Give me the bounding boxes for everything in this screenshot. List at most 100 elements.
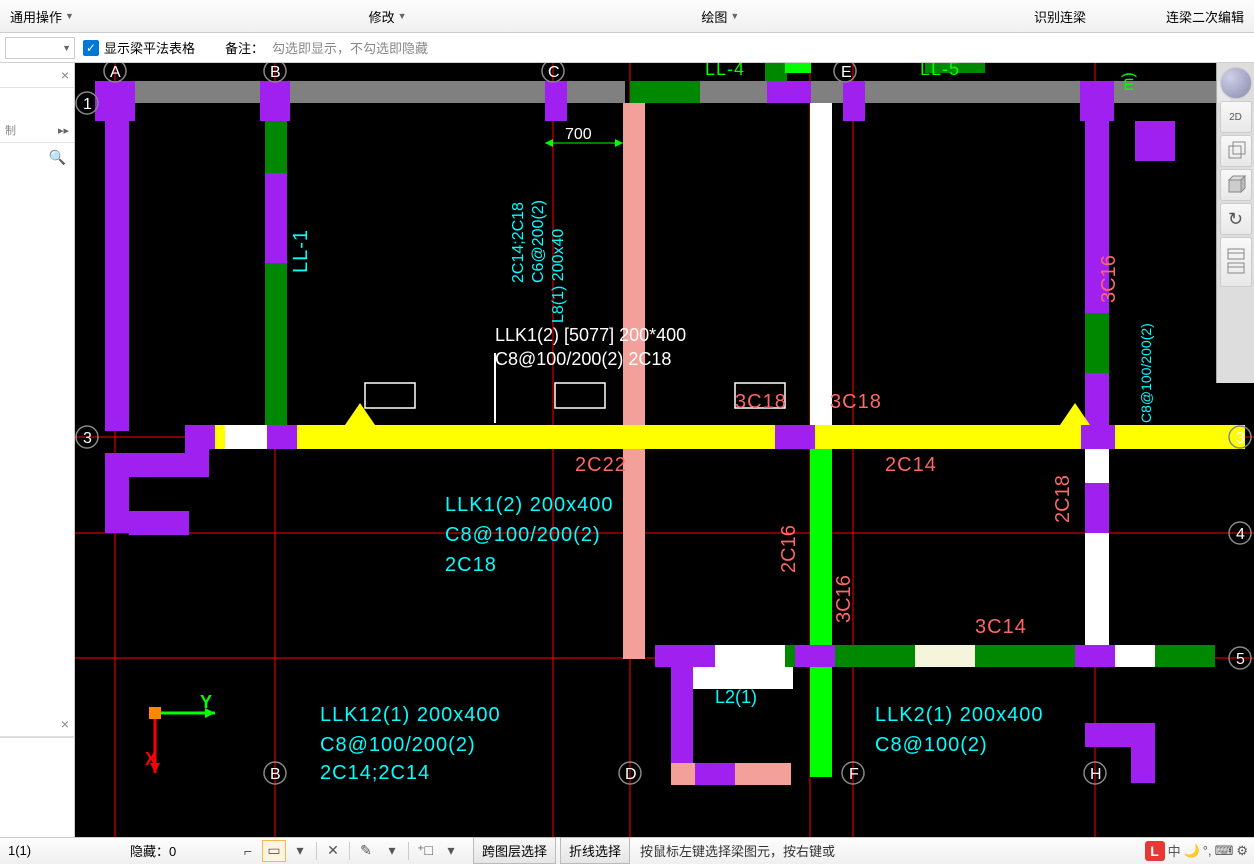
menu-label: 识别连梁 [1034, 7, 1086, 26]
menu-label: 绘图 [701, 7, 727, 26]
close-icon[interactable]: × [61, 67, 69, 83]
r2c22: 2C22 [575, 454, 627, 476]
axis-bubble-B: B [264, 63, 286, 82]
polyline-select-button[interactable]: 折线选择 [560, 837, 630, 864]
view-properties-button[interactable] [1220, 237, 1252, 287]
cross-layer-select-button[interactable]: 跨图层选择 [473, 837, 556, 864]
checkbox-label: 显示梁平法表格 [104, 38, 195, 57]
panel-properties[interactable] [0, 737, 74, 837]
menu-draw[interactable]: 绘图▼ [691, 1, 749, 32]
svg-text:B: B [270, 64, 281, 81]
llk1-1: LLK1(2) 200x400 [445, 494, 613, 516]
panel-tree-body[interactable] [0, 171, 74, 712]
c8-100-200: C8@100/200(2) [1138, 323, 1154, 423]
panel-2-header: 制 ▸▸ [0, 118, 74, 143]
close-icon[interactable]: × [61, 716, 69, 732]
edit-pencil-button[interactable]: ✎ [354, 840, 378, 862]
axis-bubble-Fb: F [842, 762, 864, 784]
svg-text:B: B [270, 766, 281, 783]
ime-indicator: L 中 🌙 °, ⌨ ⚙ [1145, 841, 1254, 861]
move-button[interactable]: ⁺□ [413, 840, 437, 862]
top-toolbar: 通用操作▼ 修改▼ 绘图▼ 识别连梁 连梁二次编辑 [0, 0, 1254, 33]
status-hidden: 隐藏：0 [100, 841, 230, 860]
ime-punct-icon[interactable]: °, [1203, 843, 1212, 858]
r2c16: 2C16 [778, 525, 800, 573]
note-text: 勾选即显示，不勾选即隐藏 [272, 38, 428, 57]
r2c18: 2C18 [1052, 475, 1074, 523]
snap-dropdown[interactable]: ▾ [288, 840, 312, 862]
beam-label-main-1: LLK1(2) [5077] 200*400 [495, 325, 686, 345]
axis-bubble-A: A [104, 63, 126, 82]
ime-logo-icon[interactable]: L [1145, 841, 1165, 861]
ime-lang[interactable]: 中 [1168, 841, 1181, 860]
view-cube-wire-button[interactable] [1220, 135, 1252, 167]
snap-endpoint-button[interactable]: ⌐ [236, 840, 260, 862]
view-tools-strip: 2D ↻ [1216, 63, 1254, 383]
r3c16-1: 3C16 [833, 575, 855, 623]
view-globe-button[interactable] [1220, 67, 1252, 99]
svg-text:H: H [1090, 766, 1102, 783]
menu-label: 通用操作 [10, 7, 62, 26]
cad-svg: 700 A B C E 1 3 3 4 5 B D F H LLK1(2) [5… [75, 63, 1254, 837]
layer-dropdown[interactable]: ▼ [5, 37, 75, 59]
main-area: × 制 ▸▸ 🔍 × [0, 63, 1254, 837]
svg-text:D: D [625, 766, 637, 783]
ime-moon-icon[interactable]: 🌙 [1184, 843, 1200, 859]
llk12-2: C8@100/200(2) [320, 734, 476, 756]
svg-text:X: X [145, 749, 157, 769]
llk12-1: LLK12(1) 200x400 [320, 704, 501, 726]
chevron-down-icon: ▼ [398, 11, 407, 21]
delete-button[interactable]: ✕ [321, 840, 345, 862]
menu-label: 修改 [369, 7, 395, 26]
ime-keyboard-icon[interactable]: ⌨ [1215, 843, 1234, 859]
expand-icon[interactable]: ▸▸ [58, 124, 69, 137]
panel-3-header: × [0, 712, 74, 737]
chevron-down-icon: ▼ [62, 43, 71, 53]
svg-text:1: 1 [83, 96, 92, 113]
view-cube-solid-button[interactable] [1220, 169, 1252, 201]
c14-2c18: 2C14;2C18 [510, 202, 527, 283]
status-bar: 1(1) 隐藏：0 ⌐ ▭ ▾ ✕ ✎ ▾ ⁺□ ▾ 跨图层选择 折线选择 按鼠… [0, 837, 1254, 863]
search-row: 🔍 [0, 143, 74, 171]
c6-200: C6@200(2) [530, 200, 547, 283]
svg-text:A: A [110, 64, 121, 81]
r3c16-2: 3C16 [1098, 255, 1120, 303]
llk12-3: 2C14;2C14 [320, 762, 430, 784]
menu-modify[interactable]: 修改▼ [359, 1, 417, 32]
m-label: m) [1120, 72, 1137, 91]
ime-settings-icon[interactable]: ⚙ [1236, 843, 1248, 859]
llk1-2: C8@100/200(2) [445, 524, 601, 546]
options-bar: ▼ ✓ 显示梁平法表格 备注： 勾选即显示，不勾选即隐藏 [0, 33, 1254, 63]
menu-identify-beam[interactable]: 识别连梁 [1024, 1, 1096, 32]
show-table-option[interactable]: ✓ 显示梁平法表格 [83, 38, 195, 57]
menu-general-ops[interactable]: 通用操作▼ [0, 1, 84, 32]
axis-bubble-C: C [542, 63, 564, 82]
checkbox-checked-icon[interactable]: ✓ [83, 40, 99, 56]
menu-beam-edit[interactable]: 连梁二次编辑 [1156, 1, 1254, 32]
cad-canvas[interactable]: 700 A B C E 1 3 3 4 5 B D F H LLK1(2) [5… [75, 63, 1254, 837]
snap-rect-button[interactable]: ▭ [262, 840, 286, 862]
menu-label: 连梁二次编辑 [1166, 7, 1244, 26]
ll5: LL-5 [920, 63, 960, 79]
ll4: LL-4 [705, 63, 745, 79]
axis-bubble-Bb: B [264, 762, 286, 784]
svg-text:F: F [849, 766, 859, 783]
chevron-down-icon: ▼ [65, 11, 74, 21]
edit-dropdown[interactable]: ▾ [380, 840, 404, 862]
status-selection-count: 1(1) [0, 843, 100, 858]
search-icon[interactable]: 🔍 [49, 149, 66, 166]
r2c14: 2C14 [885, 454, 937, 476]
llk2-1: LLK2(1) 200x400 [875, 704, 1043, 726]
r3c14-1: 3C14 [975, 616, 1027, 638]
panel-row-label: 制 [5, 122, 16, 138]
svg-text:5: 5 [1236, 651, 1245, 668]
svg-text:C: C [548, 64, 560, 81]
svg-text:3: 3 [83, 430, 92, 447]
view-rotate-button[interactable]: ↻ [1220, 203, 1252, 235]
dim-700: 700 [565, 126, 592, 143]
move-dropdown[interactable]: ▾ [439, 840, 463, 862]
svg-text:Y: Y [200, 692, 212, 712]
ucs-widget: Y X [145, 692, 215, 773]
view-2d-button[interactable]: 2D [1220, 101, 1252, 133]
llk2-2: C8@100(2) [875, 734, 988, 756]
